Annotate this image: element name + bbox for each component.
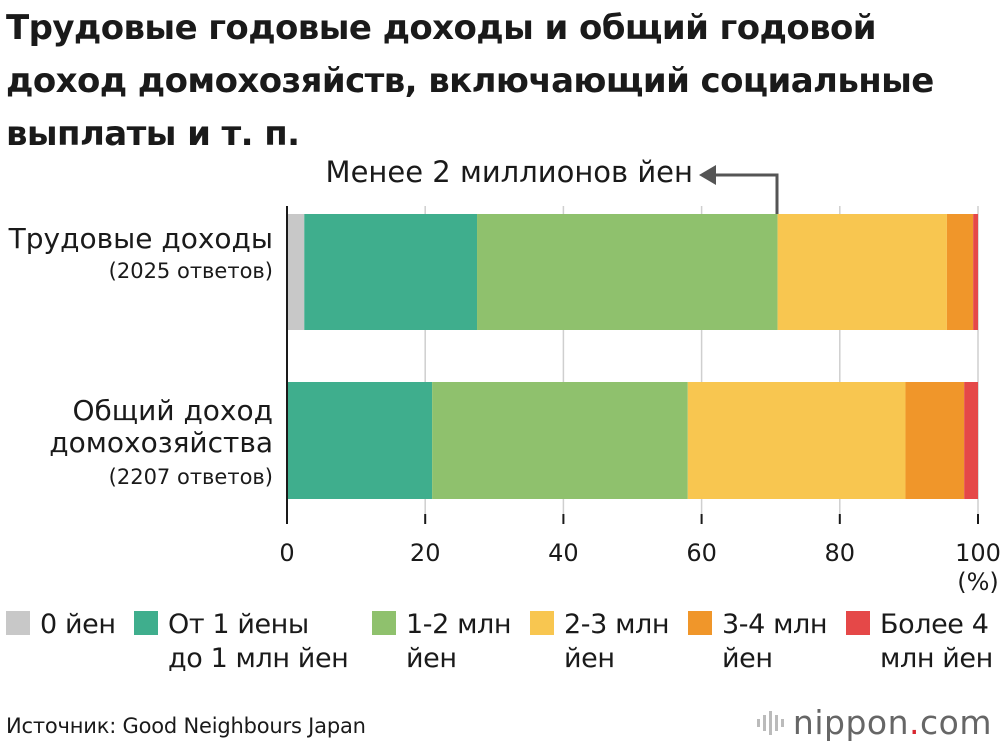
bar-segment bbox=[973, 214, 978, 330]
legend-swatch bbox=[372, 611, 396, 635]
legend-item: 2-3 млн йен bbox=[530, 608, 670, 676]
x-tick-label: 100 bbox=[955, 539, 1000, 567]
annotation-arrow-line bbox=[714, 173, 779, 214]
category-label: домохозяйства bbox=[49, 426, 273, 459]
legend-item: 0 йен bbox=[6, 608, 116, 642]
legend-swatch bbox=[530, 611, 554, 635]
x-axis-unit: (%) bbox=[957, 568, 999, 596]
bar-segment bbox=[964, 382, 978, 499]
legend-label: 1-2 млн йен bbox=[406, 609, 512, 674]
legend-label: 2-3 млн йен bbox=[564, 609, 670, 674]
logo-mark-icon bbox=[756, 711, 784, 735]
category-label: Общий доход bbox=[72, 394, 273, 427]
chart-title: Трудовые годовые доходы и общий годовой … bbox=[6, 8, 934, 154]
stacked-bar-chart: Менее 2 миллионов йен Трудовые доходы (20… bbox=[8, 155, 1000, 596]
legend-item: 1-2 млн йен bbox=[372, 608, 512, 676]
bar-segment bbox=[687, 382, 906, 499]
bar-segment bbox=[432, 382, 688, 499]
category-label: Трудовые доходы bbox=[8, 222, 273, 255]
legend: 0 йен От 1 йены до 1 млн йен 1-2 млн йен 2-… bbox=[0, 608, 1000, 678]
legend-swatch bbox=[846, 611, 870, 635]
legend-label: 0 йен bbox=[40, 609, 116, 640]
bar-segment bbox=[287, 382, 433, 499]
legend-swatch bbox=[134, 611, 158, 635]
annotation-label: Менее 2 миллионов йен bbox=[326, 155, 693, 189]
x-tick-label: 0 bbox=[279, 539, 294, 567]
nippon-logo: nippon.com bbox=[755, 702, 992, 742]
legend-label: Более 4 млн йен bbox=[880, 609, 993, 674]
logo-wordmark: nippon.com bbox=[792, 702, 992, 742]
source-note: Источник: Good Neighbours Japan bbox=[6, 714, 366, 738]
bar-segment bbox=[905, 382, 965, 499]
legend-item: 3-4 млн йен bbox=[688, 608, 828, 676]
annotation-arrow-head bbox=[699, 165, 716, 185]
legend-swatch bbox=[6, 611, 30, 635]
x-tick-label: 80 bbox=[825, 539, 856, 567]
bar-segment bbox=[946, 214, 974, 330]
x-tick-label: 60 bbox=[686, 539, 717, 567]
legend-item: От 1 йены до 1 млн йен bbox=[134, 608, 349, 676]
bar-segment bbox=[287, 214, 305, 330]
legend-item: Более 4 млн йен bbox=[846, 608, 993, 676]
legend-label: 3-4 млн йен bbox=[722, 609, 828, 674]
legend-swatch bbox=[688, 611, 712, 635]
category-sublabel: (2207 ответов) bbox=[109, 465, 273, 489]
bar-segment bbox=[304, 214, 478, 330]
bar-segment bbox=[777, 214, 947, 330]
category-sublabel: (2025 ответов) bbox=[109, 259, 273, 283]
x-tick-label: 40 bbox=[548, 539, 579, 567]
x-tick-label: 20 bbox=[410, 539, 441, 567]
bar-segment bbox=[477, 214, 778, 330]
legend-label: От 1 йены до 1 млн йен bbox=[168, 609, 349, 674]
